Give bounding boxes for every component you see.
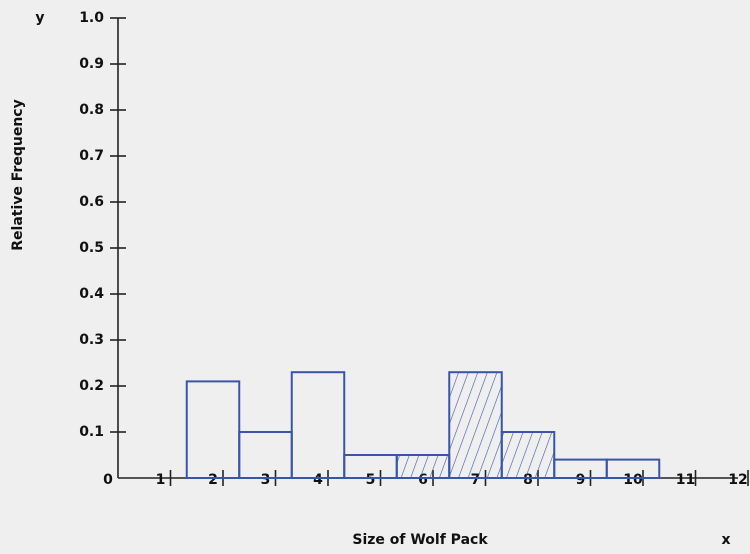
x-axis-title: Size of Wolf Pack bbox=[352, 532, 488, 548]
x-tick-label: 9 bbox=[576, 472, 586, 488]
x-tick-label: 11 bbox=[676, 472, 695, 488]
x-tick-label: 1 bbox=[156, 472, 166, 488]
y-tick-label: 0.6 bbox=[79, 194, 104, 210]
bar bbox=[395, 454, 451, 479]
y-tick-label: 0.2 bbox=[79, 378, 104, 394]
y-axis-title: Relative Frequency bbox=[10, 99, 26, 250]
x-tick-label: 4 bbox=[313, 472, 323, 488]
y-tick-label: 1.0 bbox=[79, 10, 104, 26]
y-axis-letter: y bbox=[35, 10, 44, 26]
bar bbox=[448, 371, 503, 480]
x-tick-label: 12 bbox=[728, 472, 747, 488]
x-tick-label: 3 bbox=[261, 472, 271, 488]
y-tick-label: 0.7 bbox=[79, 148, 104, 164]
bar bbox=[605, 458, 661, 480]
x-axis-letter: x bbox=[721, 532, 730, 548]
x-tick-label: 0 bbox=[103, 472, 113, 488]
bar bbox=[500, 431, 556, 479]
y-tick-label: 0.5 bbox=[79, 240, 104, 256]
x-tick-label: 6 bbox=[418, 472, 428, 488]
x-tick-label: 8 bbox=[523, 472, 533, 488]
x-tick-label: 7 bbox=[471, 472, 481, 488]
x-tick-label: 5 bbox=[366, 472, 376, 488]
bar bbox=[290, 371, 346, 480]
x-tick-label: 2 bbox=[208, 472, 218, 488]
y-tick-label: 0.9 bbox=[79, 56, 104, 72]
y-tick-label: 0.3 bbox=[79, 332, 104, 348]
y-tick-label: 0.4 bbox=[79, 286, 104, 302]
bar bbox=[185, 380, 241, 479]
y-tick-label: 0.8 bbox=[79, 102, 104, 118]
y-tick-label: 0.1 bbox=[79, 424, 104, 440]
x-tick-label: 10 bbox=[623, 472, 643, 488]
